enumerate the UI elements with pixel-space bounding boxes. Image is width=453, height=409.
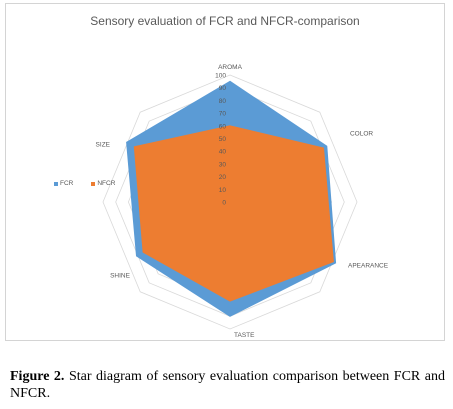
r-tick-label: 70 bbox=[219, 111, 227, 118]
legend-swatch-fcr bbox=[54, 181, 58, 186]
r-tick-label: 90 bbox=[219, 85, 227, 92]
legend-label-nfcr: NFCR bbox=[97, 180, 116, 187]
r-tick-label: 20 bbox=[219, 174, 227, 181]
r-tick-label: 0 bbox=[222, 200, 226, 207]
category-label: APEARANCE bbox=[348, 263, 389, 270]
r-tick-label: 80 bbox=[219, 98, 227, 105]
legend-swatch-nfcr bbox=[91, 181, 96, 186]
caption-label: Figure 2. bbox=[10, 369, 65, 384]
r-tick-label: 50 bbox=[219, 136, 227, 143]
category-label: AROMA bbox=[218, 64, 243, 71]
chart-title: Sensory evaluation of FCR and NFCR-compa… bbox=[90, 14, 360, 28]
legend-label-fcr: FCR bbox=[60, 180, 74, 187]
category-label: TASTE bbox=[234, 332, 255, 339]
radar-labels: 0 10 20 30 40 50 60 70 80 90 100 AROMA COLOR APEARANC… bbox=[96, 64, 389, 339]
radar-series bbox=[126, 80, 337, 317]
chart-frame: Sensory evaluation of FCR and NFCR-compa… bbox=[5, 3, 445, 341]
r-tick-label: 100 bbox=[215, 73, 226, 80]
legend: FCR NFCR bbox=[54, 180, 115, 187]
caption-text: Star diagram of sensory evaluation compa… bbox=[10, 369, 445, 401]
r-tick-label: 60 bbox=[219, 123, 227, 130]
figure-caption: Figure 2. Star diagram of sensory evalua… bbox=[10, 368, 445, 402]
r-tick-label: 30 bbox=[219, 161, 227, 168]
radar-chart: 0 10 20 30 40 50 60 70 80 90 100 AROMA COLOR APEARANC… bbox=[96, 64, 389, 339]
category-label: SHINE bbox=[110, 273, 131, 280]
legend-item-fcr: FCR bbox=[54, 180, 73, 187]
legend-item-nfcr: NFCR bbox=[91, 180, 115, 187]
category-label: SIZE bbox=[96, 142, 111, 149]
r-tick-label: 10 bbox=[219, 187, 227, 194]
category-label: COLOR bbox=[350, 131, 373, 138]
series-area-nfcr bbox=[133, 125, 334, 302]
r-tick-label: 40 bbox=[219, 149, 227, 156]
